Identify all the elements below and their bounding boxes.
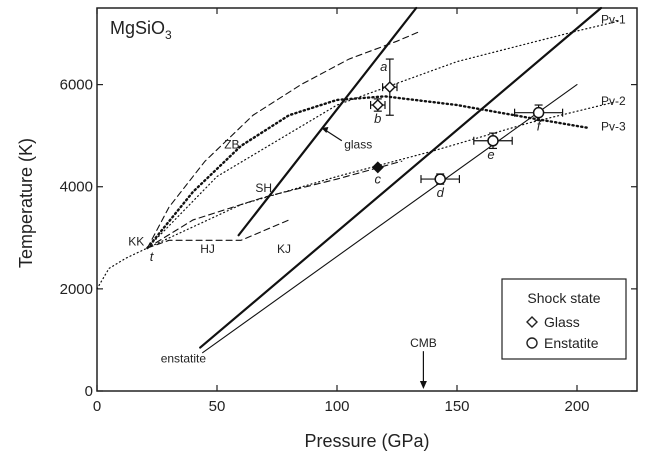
y-axis-title: Temperature (K) <box>16 138 36 268</box>
y-tick-label: 6000 <box>60 77 93 94</box>
annotation-hj: HJ <box>200 242 215 256</box>
legend-label-enstatite: Enstatite <box>544 335 599 351</box>
annotation-enstatite: enstatite <box>161 351 207 365</box>
cmb-arrow-head <box>419 381 427 389</box>
annotation-zb: ZB <box>224 137 239 151</box>
legend-label-glass: Glass <box>544 314 580 330</box>
y-tick-label: 2000 <box>60 281 93 298</box>
series-line-6 <box>146 95 591 250</box>
annotation-cmb: CMB <box>410 336 437 350</box>
y-tick-label: 4000 <box>60 179 93 196</box>
point-label-e: e <box>487 147 494 162</box>
annotation-pv-1: Pv-1 <box>601 12 626 26</box>
annotation-glass: glass <box>344 137 372 151</box>
annotation-sh: SH <box>255 181 272 195</box>
point-f <box>532 106 545 119</box>
x-tick-label: 50 <box>209 398 226 415</box>
legend-diamond-icon <box>526 316 538 328</box>
series-line-9 <box>96 247 148 290</box>
series-line-7 <box>146 20 621 249</box>
series-line-8 <box>146 101 614 249</box>
series-line-1 <box>199 6 603 349</box>
point-label-a: a <box>380 59 387 74</box>
legend: Shock state Glass Enstatite <box>501 278 627 360</box>
series-line-4 <box>146 160 403 249</box>
annotation-t: t <box>150 249 155 264</box>
annotation-kk: KK <box>128 234 144 248</box>
series-line-2 <box>202 84 578 354</box>
glass-arrow-head <box>321 127 329 134</box>
legend-title: Shock state <box>527 290 600 306</box>
x-tick-label: 150 <box>444 398 469 415</box>
x-axis-title: Pressure (GPa) <box>304 431 429 451</box>
chart-title: MgSiO3 <box>110 18 172 42</box>
annotation-kj: KJ <box>277 242 291 256</box>
glass-arrow-shaft <box>324 129 343 142</box>
x-tick-label: 200 <box>564 398 589 415</box>
point-b <box>371 99 384 112</box>
series-line-3 <box>146 30 422 249</box>
data-points: a b c d e f <box>370 58 564 200</box>
legend-circle-icon <box>526 337 538 349</box>
x-tick-label: 0 <box>93 398 101 415</box>
point-a <box>383 81 396 94</box>
annotation-pv-2: Pv-2 <box>601 94 626 108</box>
series-line-0 <box>237 6 418 237</box>
point-c <box>371 161 384 174</box>
series-line-5 <box>146 219 290 249</box>
plot-frame <box>96 7 638 392</box>
point-label-d: d <box>437 185 445 200</box>
point-label-f: f <box>537 119 542 134</box>
annotations: ZB SH KK t HJ KJ glass enstatite CMB Pv-1 Pv-2 Pv-3 <box>128 12 626 389</box>
legend-box <box>501 278 627 360</box>
point-d <box>434 173 446 185</box>
data-lines <box>96 6 621 354</box>
y-tick-label: 0 <box>85 383 93 400</box>
point-e <box>487 135 499 147</box>
annotation-pv-3: Pv-3 <box>601 120 626 134</box>
point-label-c: c <box>375 171 382 186</box>
point-label-b: b <box>374 111 381 126</box>
x-tick-label: 100 <box>324 398 349 415</box>
